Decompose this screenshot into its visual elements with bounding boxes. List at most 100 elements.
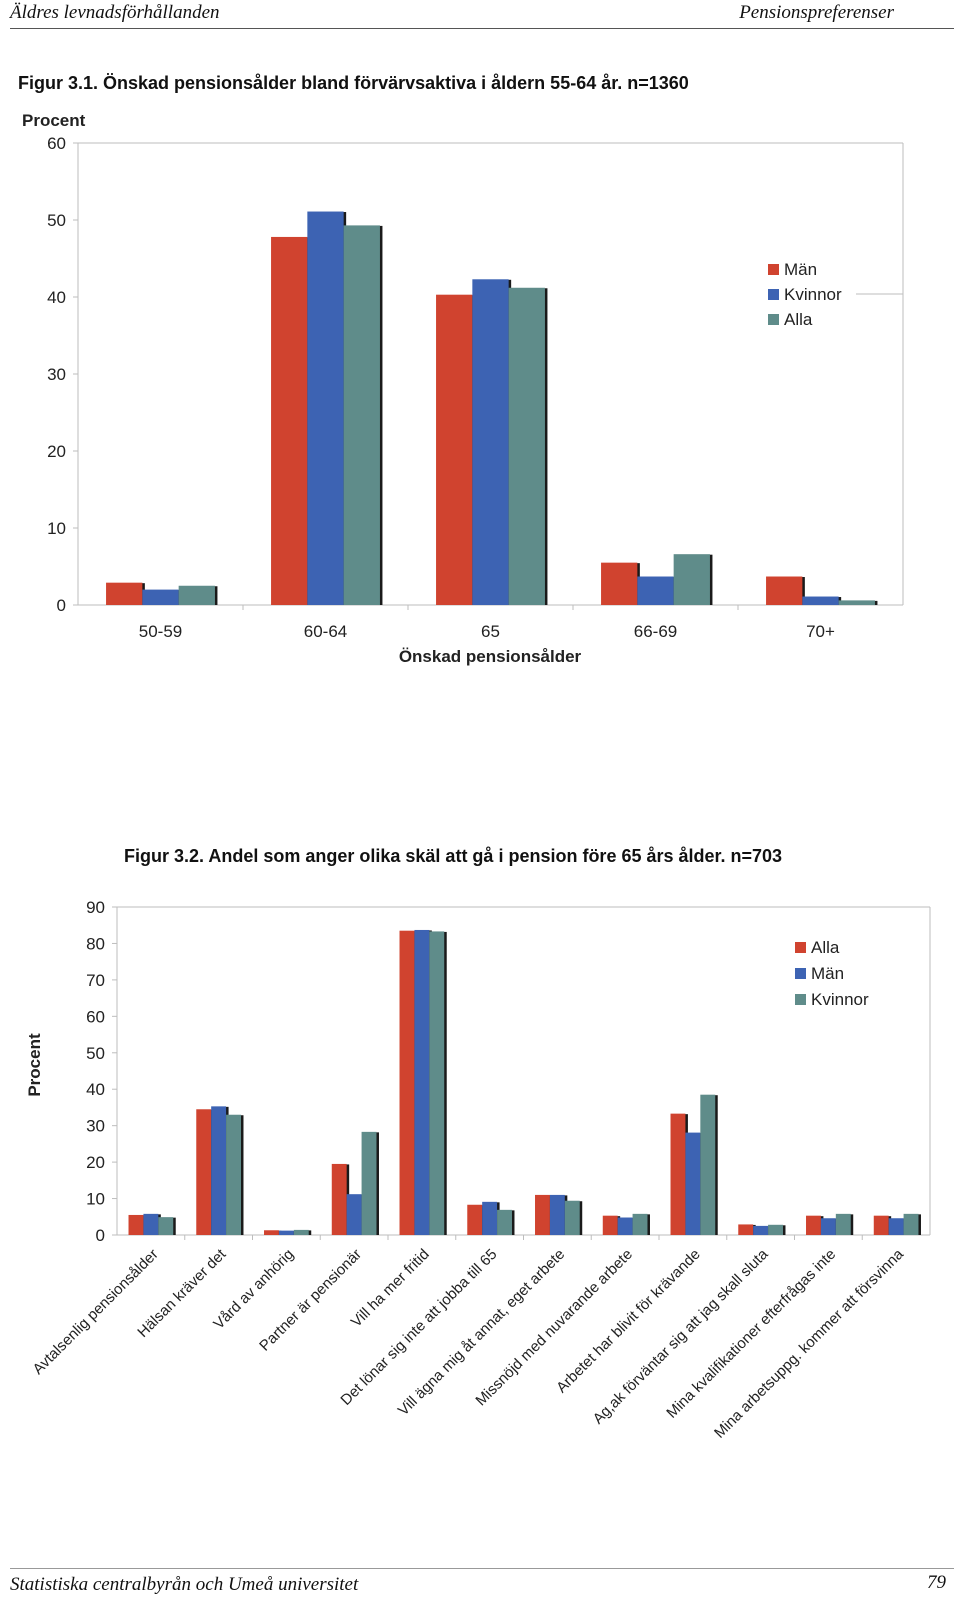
bar-alla [331,1163,347,1235]
bar-män [436,294,473,605]
y-tick-label: 60 [86,1007,105,1026]
bar-män [766,576,803,605]
bar-alla [535,1194,550,1235]
figure-1-chart: 0 10 20 30 40 50 60 50-59 60-64 65 66-69 70+ Män Kvin… [22,111,904,666]
legend-swatch-män [795,968,806,979]
y-tick-label: 30 [47,365,66,384]
legend-label: Män [784,260,817,279]
bar-alla [178,585,215,605]
bar-kvinnor [293,1229,309,1235]
running-header: Äldres levnadsförhållanden Pensionsprefe… [10,0,954,29]
bar-alla [508,287,545,605]
bar-alla [128,1214,144,1235]
bar-alla [343,225,380,605]
bar-män [685,1132,701,1235]
bar-män [211,1106,227,1235]
y-tick-label: 20 [47,442,66,461]
header-right: Pensionspreferenser [739,2,894,23]
bar-alla [196,1109,212,1235]
legend-swatch-alla [768,314,779,325]
bar-alla [838,600,875,605]
bar-kvinnor [700,1094,716,1235]
legend-label: Alla [811,938,840,957]
bar-kvinnor [361,1131,377,1235]
bar-kvinnor [802,596,839,605]
y-tick-label: 30 [86,1117,105,1136]
bar-kvinnor [142,589,179,605]
bar-kvinnor [632,1213,648,1235]
bar-män [414,929,430,1235]
bar-alla [264,1230,279,1235]
bar-kvinnor [429,931,445,1235]
bar-kvinnor [497,1209,512,1235]
bar-kvinnor [472,279,509,605]
footer-left: Statistiska centralbyrån och Umeå univer… [10,1574,359,1595]
bar-män [888,1218,904,1235]
bar-kvinnor [768,1224,783,1235]
y-tick-label: 70 [86,971,105,990]
y-tick-label: 60 [47,134,66,153]
bar-alla [806,1215,821,1235]
y-tick-label: 10 [86,1190,105,1209]
bar-kvinnor [835,1213,851,1235]
figure-2-chart: 0 10 20 30 40 50 60 70 80 90 Avtalsenlig pensionså… [25,898,931,1442]
bar-alla [399,930,415,1235]
legend-label: Kvinnor [784,285,842,304]
legend-swatch-män [768,264,779,275]
y-tick-label: 90 [86,898,105,917]
legend-swatch-kvinnor [795,994,806,1005]
x-tick-label: 65 [481,622,500,641]
bar-alla [602,1215,618,1235]
figure-2-title: Figur 3.2. Andel som anger olika skäl at… [124,846,783,866]
y-axis-title: Procent [22,111,86,130]
legend-label: Kvinnor [811,990,869,1009]
bar-alla [467,1204,483,1235]
y-tick-label: 50 [47,211,66,230]
bar-män [753,1225,769,1235]
footer-rule [10,1568,954,1569]
bar-män [549,1194,565,1235]
x-tick-label: Arbetet har blivit för krävande [553,1246,704,1397]
bar-kvinnor [158,1217,174,1235]
x-tick-label: Avtalsenlig pensionsålder [30,1246,162,1378]
legend-swatch-kvinnor [768,289,779,300]
bar-män [617,1217,633,1235]
bar-män [820,1218,836,1235]
y-axis-title: Procent [25,1033,44,1097]
bar-män [106,582,143,605]
bar-kvinnor [564,1200,580,1235]
x-tick-label: 60-64 [304,622,347,641]
y-tick-label: 80 [86,934,105,953]
x-tick-label: 70+ [806,622,835,641]
bar-alla [738,1224,754,1235]
x-tick-label: 66-69 [634,622,677,641]
x-tick-label: 50-59 [139,622,182,641]
page-number: 79 [927,1572,946,1593]
bar-män [278,1230,294,1235]
bar-män [601,562,638,605]
bar-alla [670,1113,686,1235]
header-left: Äldres levnadsförhållanden [10,2,220,23]
bar-alla [673,554,710,605]
bar-män [271,236,308,605]
legend-label: Alla [784,310,813,329]
y-tick-label: 10 [47,519,66,538]
y-tick-label: 40 [86,1080,105,1099]
x-axis-title: Önskad pensionsålder [399,647,582,666]
legend-swatch-alla [795,942,806,953]
y-tick-label: 0 [96,1226,105,1245]
y-tick-label: 20 [86,1153,105,1172]
y-tick-label: 40 [47,288,66,307]
figure-1-title: Figur 3.1. Önskad pensionsålder bland fö… [18,73,689,93]
bar-kvinnor [903,1213,919,1235]
bar-män [346,1194,362,1235]
y-tick-label: 50 [86,1044,105,1063]
bar-kvinnor [307,211,344,605]
y-tick-label: 0 [57,596,66,615]
legend-label: Män [811,964,844,983]
bar-alla [873,1215,889,1235]
bar-kvinnor [226,1114,241,1235]
bar-män [143,1213,159,1235]
bar-män [482,1201,498,1235]
bar-kvinnor [637,576,674,605]
